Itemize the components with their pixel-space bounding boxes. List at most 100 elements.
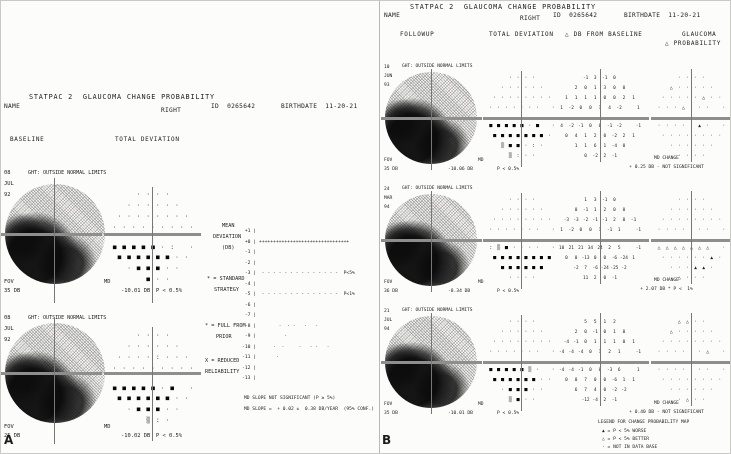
md-trend-plot: +1 | +0 | ++++++++++++++++++++++++++++++…	[242, 229, 355, 381]
exam-b2-md-value: -8.34 DB	[448, 289, 471, 294]
probability-label: △ PROBABILITY	[665, 40, 722, 47]
exam-b3-md-change-label: MD CHANGE	[654, 401, 679, 406]
panel-divider	[379, 1, 380, 453]
exam-b2-prob-midline	[651, 239, 730, 242]
exam-a2-md-label: MD	[104, 424, 111, 430]
mean-label-2: DEVIATION	[213, 234, 242, 240]
mean-label-3: (DB)	[222, 245, 235, 251]
mean-label-1: MEAN	[222, 223, 235, 229]
panel-b-title: STATPAC 2 GLAUCOMA CHANGE PROBABILITY	[410, 3, 596, 11]
panel-b-label: B	[382, 433, 392, 447]
exam-a1-md-value: -10.01 DB	[121, 288, 151, 294]
exam-b2-prob-vertical-axis	[691, 191, 692, 284]
exam-a1-field-vertical-axis	[54, 178, 55, 303]
exam-b2-date-day: 24	[384, 187, 390, 192]
exam-b2-delta-vertical-axis	[600, 191, 601, 284]
exam-b1-date-day: 10	[384, 65, 390, 70]
exam-b3-date-year: 94	[384, 327, 390, 332]
panel-a-title: STATPAC 2 GLAUCOMA CHANGE PROBABILITY	[29, 93, 215, 101]
exam-b3-md-label: MD	[478, 402, 484, 407]
panel-a-birthdate: BIRTHDATE 11-20-21	[281, 103, 358, 110]
prob-legend-worse: ▲ = P < 5% WORSE	[602, 429, 647, 434]
followup-label: FOLLOWUP	[400, 31, 435, 38]
exam-b2-field-vertical-axis	[431, 191, 432, 292]
panel-b-total-deviation-label: TOTAL DEVIATION	[489, 31, 554, 38]
exam-b3-probability-grid: △△··△···················△···············…	[657, 319, 726, 403]
panel-a-total-deviation-label: TOTAL DEVIATION	[115, 136, 180, 143]
exam-b2-md-change-label: MD CHANGE	[654, 278, 679, 283]
exam-a1-fov-value: 35 DB	[4, 288, 21, 294]
panel-b-id: ID 0265642	[553, 12, 598, 19]
legend-reduced-2: RELIABILITY	[205, 369, 240, 375]
prob-legend-notdb: · = NOT IN DATA BASE	[602, 445, 658, 450]
exam-b1-delta-db-grid: -13-10201300111100211-20014-214-2-100-1-…	[560, 75, 642, 159]
legend-standard-2: STRATEGY	[214, 287, 239, 293]
exam-b2-md-label: MD	[478, 280, 484, 285]
exam-b1-date-year: 93	[384, 83, 390, 88]
exam-b2-td-vertical-axis	[521, 193, 522, 289]
exam-b1-md-label: MD	[478, 158, 484, 163]
panel-a-id: ID 0265642	[211, 103, 256, 110]
panel-a-name-label: NAME	[4, 103, 21, 110]
prob-legend-better: △ = P < 5% BETTER	[602, 437, 650, 442]
exam-b2-probability-grid: ··························△△△△△△△·······…	[657, 197, 726, 281]
exam-b1-date-month: JUN	[384, 74, 393, 79]
exam-b1-md-value: -10.06 DB	[448, 167, 473, 172]
exam-a2-ght: GHT: OUTSIDE NORMAL LIMITS	[28, 315, 107, 321]
exam-b2-fov-value: 36 DB	[384, 289, 398, 294]
panel-a-baseline-label: BASELINE	[10, 136, 45, 143]
panel-b-eye: RIGHT	[520, 15, 541, 22]
exam-a2-td-vertical-axis	[152, 327, 153, 441]
exam-a2-date-year: 92	[4, 337, 11, 343]
panel-b-name-label: NAME	[384, 12, 401, 19]
exam-b3-td-vertical-axis	[521, 315, 522, 411]
panel-a-label: A	[4, 433, 14, 447]
legend-full-1: * = FULL FROM	[205, 323, 246, 329]
exam-a2-md-value: -10.02 DB	[121, 433, 151, 439]
exam-a1-date-day: 08	[4, 170, 11, 176]
exam-b3-prob-midline	[651, 361, 730, 364]
exam-b1-fov-label: FOV	[384, 158, 393, 163]
exam-b1-td-vertical-axis	[521, 71, 522, 167]
exam-b2-p-value: P < 0.5%	[497, 289, 520, 294]
exam-a1-field-midline	[1, 233, 102, 236]
exam-b3-p-value: P < 0.5%	[497, 411, 520, 416]
exam-a1-date-year: 92	[4, 192, 11, 198]
exam-b2-delta-db-grid: 13-100-11200-3-3-2-1-120-11-2001-11-1102…	[558, 197, 642, 281]
exam-b3-fov-label: FOV	[384, 402, 393, 407]
exam-a2-field-midline	[1, 372, 102, 375]
exam-a1-total-deviation-grid: · · · · · · · · · · · · · · · · · · · · · · · · · · · ■ ■ ■ ■ ■ ·: · ■ ■ ■ ■ ■…	[112, 191, 194, 283]
exam-b2-td-midline	[483, 239, 561, 242]
exam-a1-md-label: MD	[104, 279, 111, 285]
exam-b2-fov-label: FOV	[384, 280, 393, 285]
exam-b2-date-month: MAR	[384, 196, 393, 201]
db-from-baseline-label: △ DB FROM BASELINE	[565, 31, 643, 38]
exam-b1-td-midline	[483, 117, 561, 120]
prob-legend-title: LEGEND FOR CHANGE PROBABILITY MAP	[598, 420, 690, 425]
exam-b1-total-deviation-grid: ··························■■■■■·■·■■■■■■…	[489, 75, 555, 160]
exam-b3-date-day: 21	[384, 309, 390, 314]
legend-standard-1: * = STANDARD	[207, 276, 245, 282]
md-slope-significance: MD SLOPE NOT SIGNIFICANT (P ≥ 5%)	[244, 396, 336, 401]
exam-a1-ght: GHT: OUTSIDE NORMAL LIMITS	[28, 170, 107, 176]
exam-a1-p-value: P < 0.5%	[156, 288, 182, 294]
exam-b3-field-vertical-axis	[431, 313, 432, 414]
exam-a2-field-vertical-axis	[54, 318, 55, 444]
exam-b1-ght: GHT: OUTSIDE NORMAL LIMITS	[402, 64, 473, 69]
exam-b1-md-change-value: + 0.25 DB - NOT SIGNIFICANT	[629, 165, 704, 170]
exam-b1-delta-vertical-axis	[600, 69, 601, 162]
panel-a-eye: RIGHT	[161, 107, 182, 114]
exam-b1-fov-value: 35 DB	[384, 167, 398, 172]
exam-b3-date-month: JUL	[384, 318, 393, 323]
exam-b1-md-change-label: MD CHANGE	[654, 156, 679, 161]
exam-b1-field-vertical-axis	[431, 69, 432, 170]
exam-b3-prob-vertical-axis	[691, 313, 692, 406]
exam-b1-prob-midline	[651, 117, 730, 120]
exam-a2-fov-value: 25 DB	[4, 433, 21, 439]
exam-a2-date-month: JUL	[4, 326, 14, 332]
exam-b3-delta-db-grid: 551220-1010-4-1011101-4-4-40121-1-4-4-10…	[558, 319, 642, 403]
exam-a2-date-day: 08	[4, 315, 11, 321]
exam-b3-delta-vertical-axis	[600, 313, 601, 406]
exam-b3-md-change-value: + 0.40 DB - NOT SIGNIFICANT	[629, 410, 704, 415]
